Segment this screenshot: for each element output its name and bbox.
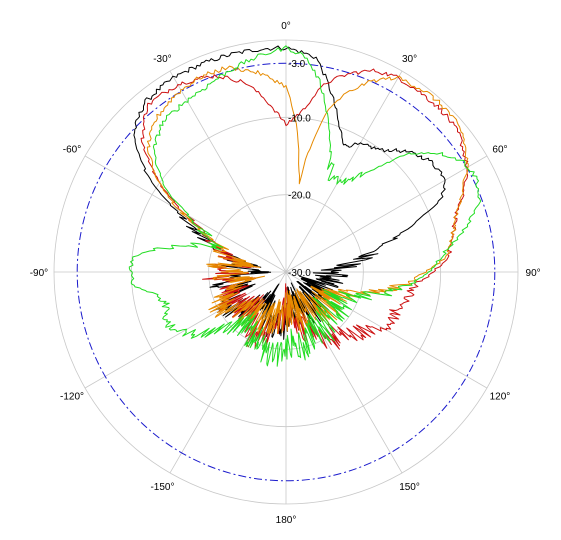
spoke-8 xyxy=(84,271,287,389)
spoke-1 xyxy=(285,70,403,273)
angle-tick-label: 60° xyxy=(492,144,507,155)
angle-tick-label: 0° xyxy=(281,21,291,32)
angle-tick-label: 90° xyxy=(526,268,541,279)
angle-tick-label: -60° xyxy=(63,144,81,155)
polar-grid xyxy=(53,39,519,505)
radial-tick-label: -30.0 xyxy=(288,268,311,279)
series-traces xyxy=(128,45,482,367)
angle-tick-label: -120° xyxy=(60,392,84,403)
angle-tick-label: 120° xyxy=(490,392,511,403)
radial-tick-label: -10.0 xyxy=(288,113,311,124)
radial-tick-label: -3.0 xyxy=(288,59,306,70)
axis-labels: 0° 30° 60° 90° 120° 150° 180° -150° -120° -90° -60… xyxy=(30,21,541,526)
angle-tick-label: -150° xyxy=(150,482,174,493)
angle-tick-label: 30° xyxy=(402,54,417,65)
reference-circle xyxy=(76,62,496,482)
spoke-11 xyxy=(169,70,287,273)
angle-tick-label: 150° xyxy=(399,482,420,493)
series-trace-1 xyxy=(140,68,469,350)
radial-tick-label: -20.0 xyxy=(288,191,311,202)
spoke-2 xyxy=(285,155,488,273)
angle-tick-label: -90° xyxy=(30,268,48,279)
reference-circle-group xyxy=(76,62,496,482)
series-trace-3 xyxy=(128,45,482,367)
angle-tick-label: 180° xyxy=(276,515,297,526)
series-trace-2 xyxy=(146,65,469,336)
angle-tick-label: -30° xyxy=(153,54,171,65)
